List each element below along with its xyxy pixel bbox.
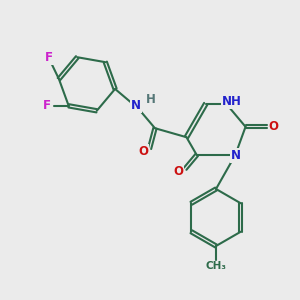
Text: O: O (269, 120, 279, 133)
Text: CH₃: CH₃ (206, 261, 226, 272)
Text: O: O (173, 165, 184, 178)
Text: O: O (138, 145, 148, 158)
Text: F: F (45, 51, 53, 64)
Text: F: F (43, 99, 51, 112)
Text: N: N (231, 149, 241, 162)
Text: H: H (146, 93, 155, 106)
Text: N: N (131, 99, 141, 112)
Text: NH: NH (222, 95, 242, 108)
